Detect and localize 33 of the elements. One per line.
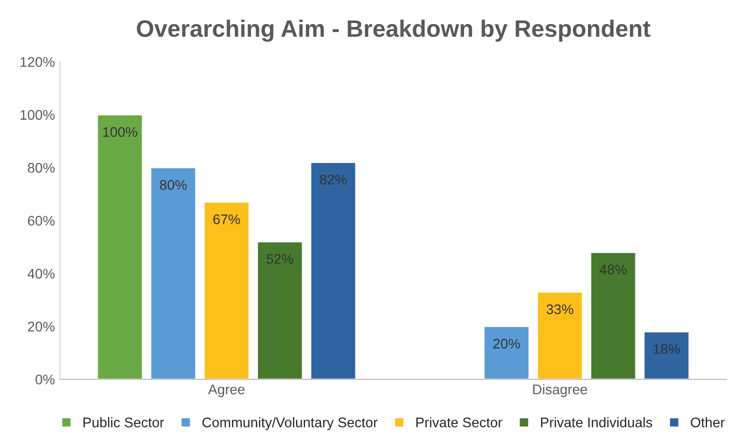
data-label: 67% xyxy=(213,214,240,224)
legend-label: Public Sector xyxy=(84,417,164,428)
bar xyxy=(96,114,144,380)
data-label: 100% xyxy=(103,127,138,137)
y-tick-label: 80% xyxy=(28,162,55,173)
bar xyxy=(483,326,530,380)
bar xyxy=(536,291,584,380)
legend-label: Private Sector xyxy=(416,417,502,428)
data-label: 33% xyxy=(546,304,574,314)
x-tick-label: Agree xyxy=(208,384,244,398)
y-tick-label: 40% xyxy=(28,268,55,279)
bar xyxy=(590,252,637,380)
legend-label: Other xyxy=(690,417,725,428)
y-tick-label: 120% xyxy=(20,57,55,67)
legend-label: Community/Voluntary Sector xyxy=(202,417,378,430)
bar xyxy=(643,330,690,380)
bar xyxy=(256,240,304,380)
bar xyxy=(150,166,197,380)
chart-title: Overarching Aim - Breakdown by Respondent xyxy=(136,20,650,42)
data-label: 48% xyxy=(600,264,627,275)
data-label: 52% xyxy=(266,254,294,264)
data-label: 20% xyxy=(493,338,520,349)
data-label: 80% xyxy=(160,180,187,190)
x-tick-label: Disagree xyxy=(533,384,588,398)
data-label: 82% xyxy=(320,174,347,185)
legend-label: Private Individuals xyxy=(541,417,652,428)
data-label: 18% xyxy=(654,344,680,354)
bar xyxy=(203,201,250,380)
y-tick-label: 60% xyxy=(28,216,55,226)
y-tick-label: 20% xyxy=(28,322,55,332)
bar xyxy=(310,162,357,380)
y-tick-label: 100% xyxy=(20,110,55,120)
y-tick-label: 0% xyxy=(36,374,55,384)
